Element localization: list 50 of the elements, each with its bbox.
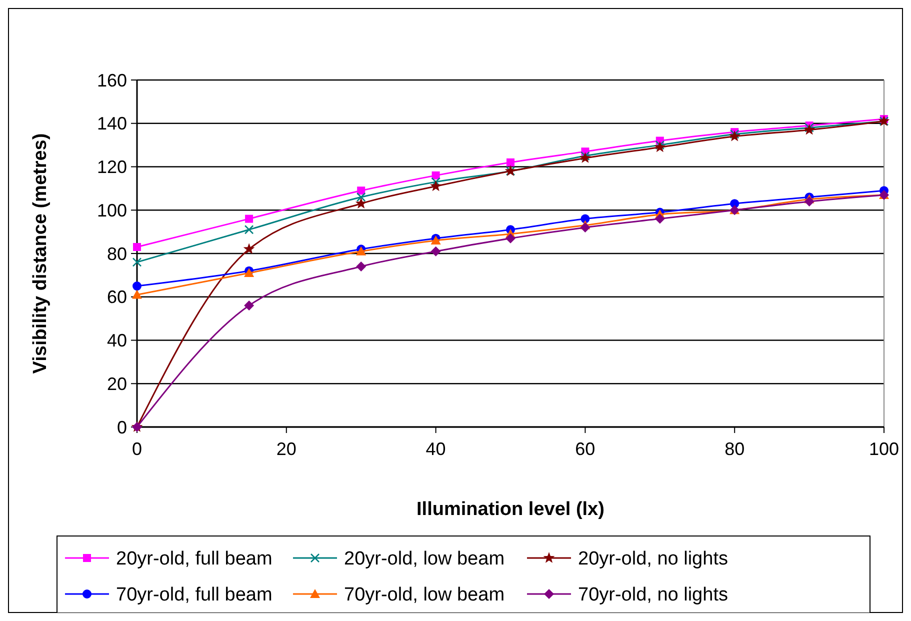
point xyxy=(580,214,590,224)
y-tick-label: 100 xyxy=(96,200,127,220)
point xyxy=(655,140,665,150)
x-tick-label: 0 xyxy=(132,439,142,459)
y-tick-label: 140 xyxy=(96,114,127,134)
point xyxy=(654,214,665,224)
x-axis-title: Illumination level (lx) xyxy=(416,499,604,520)
point xyxy=(432,171,440,180)
point xyxy=(245,214,254,223)
y-tick-label: 40 xyxy=(106,330,127,351)
point xyxy=(243,243,255,254)
legend-label: 20yr-old, no lights xyxy=(578,548,728,570)
point xyxy=(804,123,814,132)
x-tick-label: 20 xyxy=(276,439,296,459)
x-tick-label: 60 xyxy=(575,439,596,459)
point xyxy=(244,300,254,311)
legend-label: 70yr-old, low beam xyxy=(344,584,505,606)
point xyxy=(356,262,366,272)
point xyxy=(430,246,441,256)
point xyxy=(133,242,141,251)
point xyxy=(804,124,816,135)
y-tick-label: 120 xyxy=(96,157,127,178)
y-tick-label: 0 xyxy=(116,417,127,438)
x-tick-label: 100 xyxy=(868,439,900,459)
point xyxy=(506,233,516,244)
point xyxy=(355,198,367,208)
point xyxy=(730,130,740,139)
legend-label: 20yr-old, full beam xyxy=(116,548,272,570)
point xyxy=(356,192,366,202)
point xyxy=(132,282,142,291)
legend-label: 20yr-old, low beam xyxy=(344,548,505,570)
y-tick-label: 80 xyxy=(106,244,127,264)
point xyxy=(132,258,142,267)
x-tick-label: 40 xyxy=(426,439,446,459)
point xyxy=(244,224,254,234)
point xyxy=(580,222,590,232)
point xyxy=(506,158,514,166)
point xyxy=(728,130,740,142)
point xyxy=(431,177,440,187)
point xyxy=(430,180,442,192)
point xyxy=(654,141,666,152)
legend-label: 70yr-old, full beam xyxy=(116,584,272,606)
y-tick-label: 160 xyxy=(96,70,127,90)
x-tick-label: 80 xyxy=(724,439,745,459)
point xyxy=(357,186,366,195)
legend-label: 70yr-old, no lights xyxy=(578,584,728,606)
y-tick-label: 20 xyxy=(106,374,127,394)
y-tick-label: 60 xyxy=(106,287,127,308)
point xyxy=(804,196,814,206)
y-axis-title: Visibility distance (metres) xyxy=(30,133,51,374)
